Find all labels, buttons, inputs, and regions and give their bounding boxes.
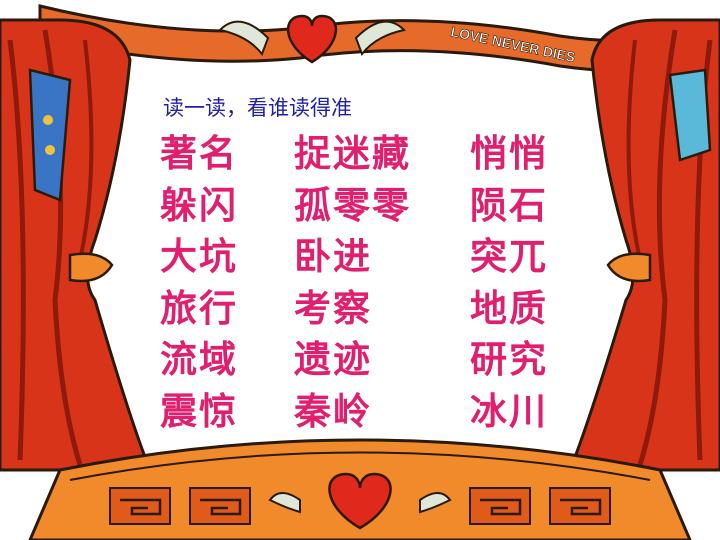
word-1-2: 捉迷藏: [294, 132, 411, 175]
word-5-1: 流域: [160, 338, 238, 381]
left-curtain: [0, 18, 153, 472]
word-2-3: 陨石: [470, 183, 548, 227]
word-3-3: 突兀: [470, 235, 548, 278]
word-4-1: 旅行: [160, 286, 238, 330]
word-4-2: 考察: [294, 286, 372, 330]
vocabulary-grid: 著名 捉迷藏 悄悄 躲闪 孤零零 陨石 大坑 卧进 突兀 旅行 考察 地质 流域…: [160, 132, 580, 441]
reading-instruction: 读一读，看谁读得准: [163, 96, 352, 120]
word-5-3: 研究: [470, 338, 548, 381]
word-1-1: 著名: [160, 132, 238, 175]
word-6-3: 冰川: [470, 389, 548, 433]
word-3-2: 卧进: [294, 235, 372, 278]
word-1-3: 悄悄: [470, 132, 548, 175]
word-6-2: 秦岭: [294, 389, 372, 433]
word-4-3: 地质: [470, 286, 548, 330]
heart-with-wings-icon: [217, 14, 407, 64]
word-2-2: 孤零零: [294, 183, 411, 227]
word-3-1: 大坑: [160, 235, 238, 278]
word-2-1: 躲闪: [160, 183, 238, 227]
heart-icon: [268, 472, 452, 530]
word-5-2: 遗迹: [294, 338, 372, 381]
right-curtain: [567, 18, 720, 472]
word-6-1: 震惊: [160, 389, 238, 433]
